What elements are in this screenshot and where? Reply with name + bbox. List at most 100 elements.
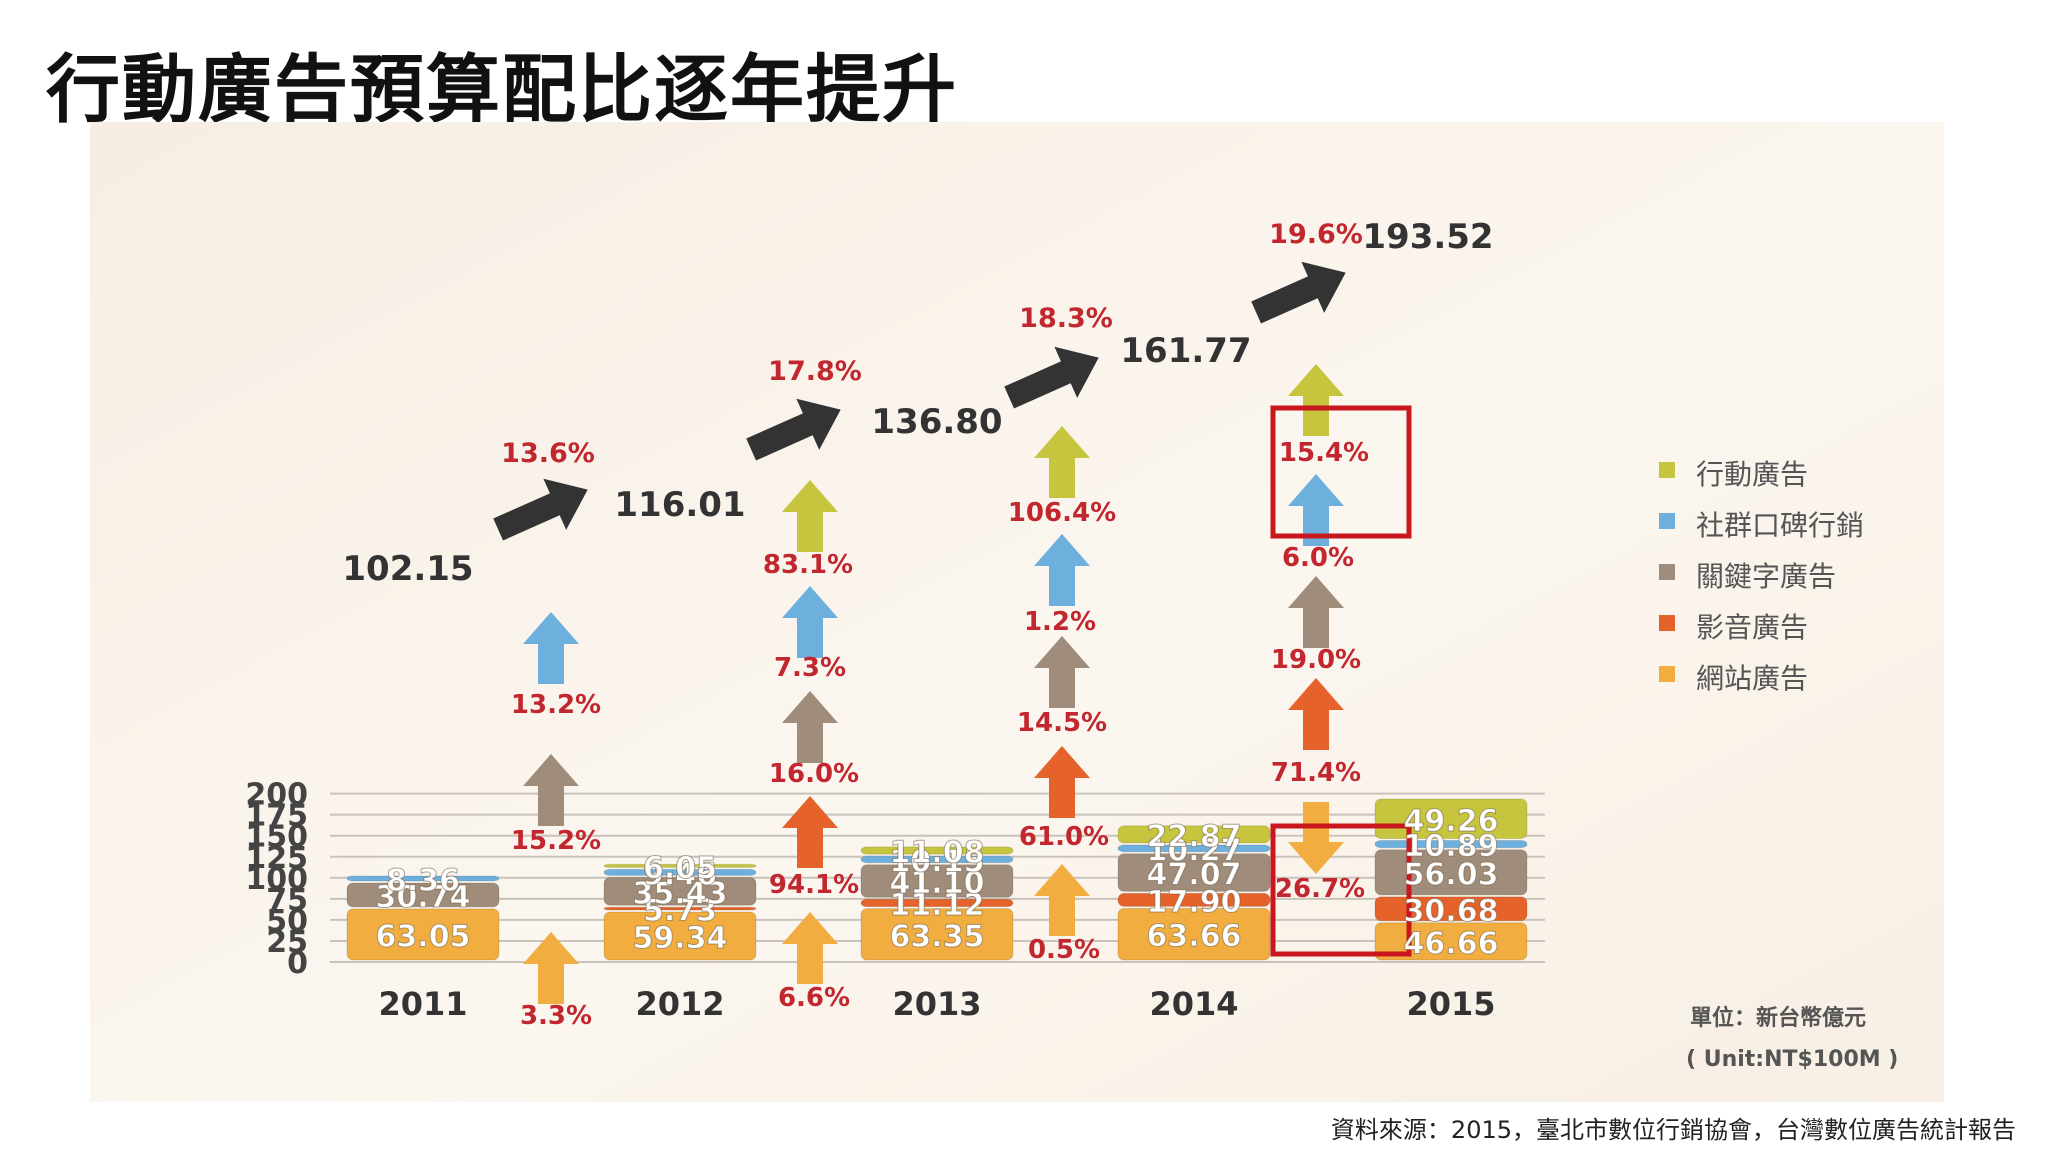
legend-label: 關鍵字廣告 bbox=[1696, 560, 1836, 593]
bar-segment bbox=[1117, 892, 1271, 907]
y-tick-label: 200 bbox=[245, 778, 308, 813]
segment-growth-arrow bbox=[1034, 636, 1090, 708]
bar-segment-label: 22.87 bbox=[1147, 819, 1242, 854]
bar-segment-label: 63.35 bbox=[890, 919, 985, 954]
legend-label: 社群口碑行銷 bbox=[1696, 509, 1864, 542]
bar-segment bbox=[603, 876, 757, 906]
bar-segment-label: 30.74 bbox=[376, 880, 471, 915]
segment-growth-arrow bbox=[1034, 864, 1090, 936]
page-title: 行動廣告預算配比逐年提升 bbox=[46, 47, 958, 133]
segment-growth-arrow bbox=[1288, 802, 1344, 874]
segment-growth-arrow bbox=[1288, 678, 1344, 750]
legend-label: 行動廣告 bbox=[1696, 458, 1808, 491]
bar-segment bbox=[603, 868, 757, 876]
total-label: 102.15 bbox=[342, 549, 473, 589]
bar-segment bbox=[860, 898, 1014, 908]
segment-growth-label: 3.3% bbox=[520, 1001, 592, 1031]
bar-segment bbox=[1374, 849, 1528, 896]
bar-segment-label: 63.05 bbox=[376, 919, 471, 954]
segment-growth-arrow bbox=[1034, 746, 1090, 818]
bar-segment bbox=[603, 906, 757, 911]
segment-growth-arrow bbox=[523, 932, 579, 1004]
trend-arrow-shape bbox=[1004, 346, 1099, 409]
bar-segment bbox=[860, 855, 1014, 864]
total-growth-label: 19.6% bbox=[1269, 219, 1363, 250]
segment-growth-arrow bbox=[523, 754, 579, 826]
highlight-box bbox=[1270, 823, 1412, 957]
total-growth-label: 17.8% bbox=[768, 356, 862, 387]
legend-swatch bbox=[1659, 513, 1675, 529]
segment-growth-label: 1.2% bbox=[1024, 607, 1096, 637]
segment-growth-arrow bbox=[523, 612, 579, 684]
bar-segment bbox=[1117, 853, 1271, 892]
segment-growth-label: 6.6% bbox=[778, 983, 850, 1013]
bar-segment bbox=[860, 864, 1014, 898]
total-label: 161.77 bbox=[1120, 331, 1251, 371]
bar-segment-label: 30.68 bbox=[1404, 894, 1499, 929]
segment-growth-arrow bbox=[782, 691, 838, 763]
bar-segment-label: 17.90 bbox=[1147, 885, 1242, 920]
legend-label: 網站廣告 bbox=[1696, 662, 1808, 695]
bar-segment-label: 49.26 bbox=[1404, 804, 1499, 839]
segment-growth-arrow bbox=[1288, 474, 1344, 546]
segment-growth-arrow bbox=[1288, 364, 1344, 436]
bar-segment-label: 11.12 bbox=[890, 888, 985, 923]
bar-segment-label: 10.27 bbox=[1147, 833, 1242, 868]
segment-growth-label: 6.0% bbox=[1282, 543, 1354, 573]
unit-label: 單位：新台幣億元 bbox=[1690, 1005, 1866, 1031]
bar-segment bbox=[1374, 798, 1528, 840]
bar-segment-label: 8.36 bbox=[386, 864, 460, 899]
bar-segment bbox=[1117, 844, 1271, 853]
y-tick-label: 25 bbox=[266, 925, 308, 960]
bar-segment-label: 11.08 bbox=[890, 835, 985, 870]
bar-segment-label: 5.73 bbox=[643, 894, 717, 929]
segment-growth-label: 19.0% bbox=[1271, 645, 1361, 675]
x-tick-label: 2011 bbox=[378, 985, 467, 1023]
total-label: 116.01 bbox=[614, 485, 745, 525]
bar-segment-label: 46.66 bbox=[1404, 926, 1499, 961]
bar-segment bbox=[603, 911, 757, 961]
segment-growth-arrow bbox=[782, 480, 838, 552]
bar-segment bbox=[346, 882, 500, 908]
segment-growth-label: 0.5% bbox=[1028, 935, 1100, 965]
bar-segment bbox=[1117, 907, 1271, 961]
x-tick-label: 2013 bbox=[892, 985, 981, 1023]
x-tick-label: 2015 bbox=[1406, 985, 1495, 1023]
legend-label: 影音廣告 bbox=[1696, 611, 1808, 644]
bar-segment-label: 10.15 bbox=[890, 844, 985, 879]
segment-growth-arrow bbox=[782, 796, 838, 868]
total-growth-arrow bbox=[1251, 261, 1346, 324]
total-growth-arrow bbox=[493, 478, 588, 541]
bar-segment bbox=[1374, 922, 1528, 961]
total-growth-arrow bbox=[1004, 346, 1099, 409]
total-label: 193.52 bbox=[1362, 217, 1493, 257]
bar-segment-label: 59.34 bbox=[633, 921, 728, 956]
bar-segment-label: 47.07 bbox=[1147, 858, 1242, 893]
x-tick-label: 2014 bbox=[1149, 985, 1238, 1023]
segment-growth-label: 71.4% bbox=[1271, 758, 1361, 788]
segment-growth-label: 106.4% bbox=[1008, 498, 1116, 528]
bar-segment-label: 35.43 bbox=[633, 876, 728, 911]
bar-segment-label: 6.05 bbox=[643, 851, 717, 886]
legend-swatch bbox=[1659, 564, 1675, 580]
segment-growth-arrow bbox=[1288, 576, 1344, 648]
segment-growth-label: 16.0% bbox=[769, 759, 859, 789]
trend-arrow-shape bbox=[493, 478, 588, 541]
legend-swatch bbox=[1659, 666, 1675, 682]
y-tick-label: 0 bbox=[287, 946, 308, 981]
segment-growth-label: 15.4% bbox=[1279, 438, 1369, 468]
trend-arrow-shape bbox=[1251, 261, 1346, 324]
bar-segment bbox=[860, 846, 1014, 855]
y-tick-label: 75 bbox=[266, 883, 308, 918]
bar-segment-label: 56.03 bbox=[1404, 857, 1499, 892]
segment-growth-label: 94.1% bbox=[769, 870, 859, 900]
legend-swatch bbox=[1659, 462, 1675, 478]
legend-swatch bbox=[1659, 615, 1675, 631]
bar-segment bbox=[603, 863, 757, 868]
total-growth-label: 13.6% bbox=[501, 438, 595, 469]
total-label: 136.80 bbox=[871, 402, 1002, 442]
x-tick-label: 2012 bbox=[635, 985, 724, 1023]
total-growth-label: 18.3% bbox=[1019, 303, 1113, 334]
bar-segment bbox=[860, 908, 1014, 961]
